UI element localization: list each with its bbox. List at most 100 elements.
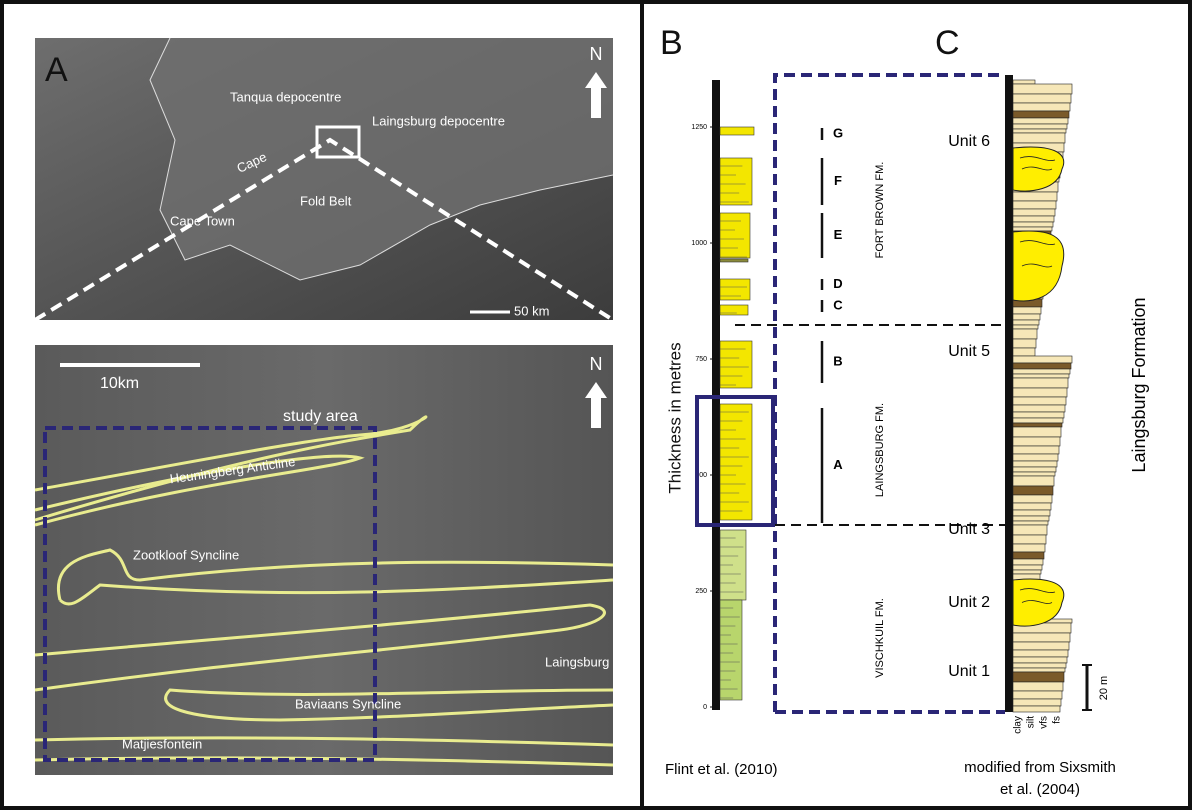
- column-spine: [1005, 75, 1013, 712]
- bed: [1013, 565, 1042, 570]
- bed: [720, 127, 754, 135]
- grain-label: fs: [1052, 716, 1063, 724]
- bed: [720, 341, 752, 388]
- bed: [1013, 412, 1064, 418]
- figure: A N Tanqua depocentre Laingsburg depocen…: [0, 0, 1192, 810]
- bed: [1013, 111, 1069, 118]
- bed: [720, 279, 750, 300]
- bed: [1013, 118, 1068, 124]
- tick-label: 0: [703, 704, 707, 711]
- bed: [1013, 467, 1056, 472]
- unit-label: E: [834, 227, 843, 242]
- unit-label: Unit 6: [948, 133, 990, 150]
- bed: [1013, 427, 1061, 437]
- caption: modified from Sixsmith: [964, 759, 1116, 776]
- map-label: Matjiesfontein: [122, 736, 202, 751]
- grain-label: clay: [1013, 716, 1024, 734]
- unit-label: C: [833, 297, 843, 312]
- bed: [1013, 307, 1041, 314]
- north-label: N: [590, 44, 603, 64]
- connector: [775, 75, 1005, 712]
- bed: [1013, 691, 1062, 699]
- bed: [1013, 472, 1055, 476]
- bed: [1013, 124, 1067, 129]
- formation-label: VISCHKUIL FM.: [874, 598, 886, 678]
- caption: et al. (2004): [1000, 781, 1080, 798]
- bed: [1013, 369, 1070, 374]
- panel-letter: A: [45, 51, 68, 89]
- formation-label: FORT BROWN FM.: [874, 162, 886, 259]
- bed: [1013, 525, 1047, 535]
- bed: [1013, 461, 1057, 467]
- bed: [1013, 314, 1040, 320]
- tick-label: 1250: [691, 124, 707, 131]
- bed: [1013, 129, 1066, 133]
- bed: [1013, 227, 1052, 231]
- map-label: Laingsburg depocentre: [372, 113, 505, 128]
- bed: [1013, 476, 1054, 486]
- bed: [1013, 650, 1068, 657]
- unit-label: Unit 3: [948, 521, 990, 538]
- bed: [720, 600, 742, 700]
- bed: [1013, 454, 1058, 461]
- tick-label: 250: [695, 588, 707, 595]
- bed: [1013, 510, 1050, 516]
- scale-label: 20 m: [1098, 676, 1110, 700]
- map-label: Cape Town: [170, 213, 235, 228]
- map-label: Fold Belt: [300, 193, 352, 208]
- bed: [1013, 486, 1053, 495]
- bed: [1013, 521, 1048, 525]
- bed: [720, 305, 748, 315]
- bed: [1013, 423, 1062, 427]
- bed: [1013, 133, 1065, 143]
- bed: [1013, 570, 1041, 574]
- bed: [1013, 80, 1035, 84]
- bed: [720, 158, 752, 205]
- north-label: N: [590, 354, 603, 374]
- unit-label: Unit 5: [948, 343, 990, 360]
- map-label: Baviaans Syncline: [295, 696, 401, 711]
- bed: [1013, 418, 1063, 423]
- unit-label: G: [833, 125, 843, 140]
- bed: [1013, 663, 1066, 668]
- bed: [1013, 356, 1072, 363]
- map-a: A N Tanqua depocentre Laingsburg depocen…: [35, 38, 613, 320]
- scale-label: 10km: [100, 375, 139, 392]
- bed: [1013, 668, 1065, 672]
- bed: [1013, 222, 1053, 227]
- map-label: Tanqua depocentre: [230, 89, 341, 104]
- bed: [1013, 348, 1035, 356]
- bed: [1013, 216, 1054, 222]
- bed: [1013, 552, 1044, 559]
- bed: [1013, 535, 1046, 544]
- bed: [1013, 388, 1067, 397]
- axis-label: Thickness in metres: [665, 342, 684, 493]
- unit-label: B: [833, 353, 842, 368]
- tick-label: 750: [695, 356, 707, 363]
- map-label: Laingsburg: [545, 654, 609, 669]
- bed: [1013, 397, 1066, 405]
- formation-label: LAINGSBURG FM.: [874, 403, 886, 497]
- box-label: study area: [283, 408, 358, 425]
- bed: [1013, 699, 1061, 706]
- bed: [1013, 633, 1070, 642]
- bed: [720, 213, 750, 258]
- bed: [1013, 192, 1057, 201]
- bed: [1013, 642, 1069, 650]
- bed: [1013, 84, 1072, 94]
- grain-label: silt: [1026, 716, 1037, 728]
- bed: [1013, 437, 1060, 446]
- bed: [1013, 559, 1043, 565]
- unit-label: A: [833, 457, 843, 472]
- scale-label: 50 km: [514, 303, 549, 318]
- panel-letter: B: [660, 24, 683, 62]
- bed: [1013, 329, 1037, 339]
- tick-label: 1000: [691, 240, 707, 247]
- bed: [1013, 209, 1055, 216]
- map-label: Zootkloof Syncline: [133, 547, 239, 562]
- caption: Flint et al. (2010): [665, 761, 778, 778]
- bed: [1013, 672, 1064, 682]
- bed: [1013, 103, 1070, 111]
- bed: [1013, 405, 1065, 412]
